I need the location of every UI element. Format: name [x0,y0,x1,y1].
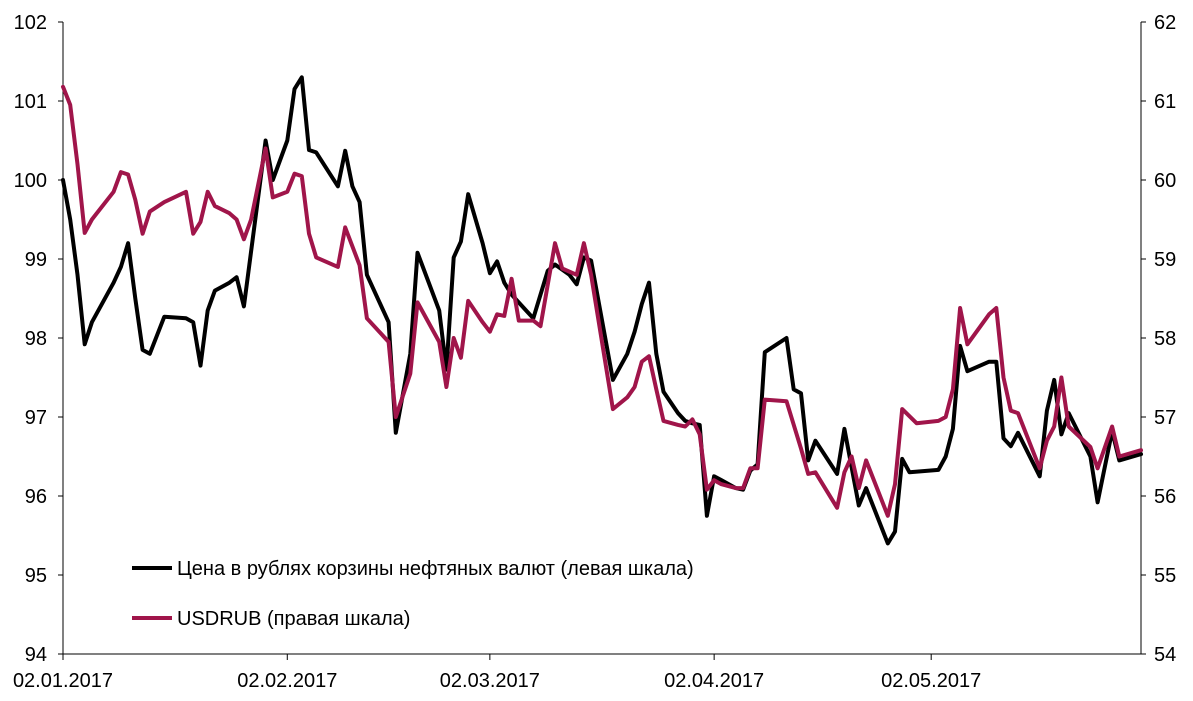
left-tick-label: 96 [25,486,47,508]
series-line-1 [61,75,1143,546]
legend-label-2: USDRUB (правая шкала) [177,608,410,630]
left-tick-label: 102 [14,12,47,34]
left-tick-label: 97 [25,407,47,429]
series-layer [61,75,1143,546]
x-tick-label: 02.03.2017 [440,670,540,692]
legend: Цена в рублях корзины нефтяных валют (ле… [132,558,694,630]
right-tick-label: 59 [1154,249,1176,271]
left-tick-label: 101 [14,91,47,113]
left-tick-label: 99 [25,249,47,271]
left-tick-label: 98 [25,328,47,350]
legend-label-1: Цена в рублях корзины нефтяных валют (ле… [177,558,694,580]
x-tick-label: 02.04.2017 [664,670,764,692]
x-tick-label: 02.01.2017 [13,670,113,692]
right-tick-label: 57 [1154,407,1176,429]
x-tick-label: 02.05.2017 [881,670,981,692]
series-line-2 [61,84,1143,518]
left-tick-label: 100 [14,170,47,192]
x-tick-label: 02.02.2017 [237,670,337,692]
left-tick-label: 95 [25,565,47,587]
axes: 94 95 96 97 98 99 100 101 102 54 55 56 57 58 59 60 61 62 0… [13,12,1176,692]
right-tick-label: 60 [1154,170,1176,192]
right-tick-label: 61 [1154,91,1176,113]
right-tick-label: 58 [1154,328,1176,350]
right-tick-label: 55 [1154,565,1176,587]
right-tick-label: 62 [1154,12,1176,34]
right-tick-label: 54 [1154,644,1176,666]
left-tick-label: 94 [25,644,47,666]
right-tick-label: 56 [1154,486,1176,508]
